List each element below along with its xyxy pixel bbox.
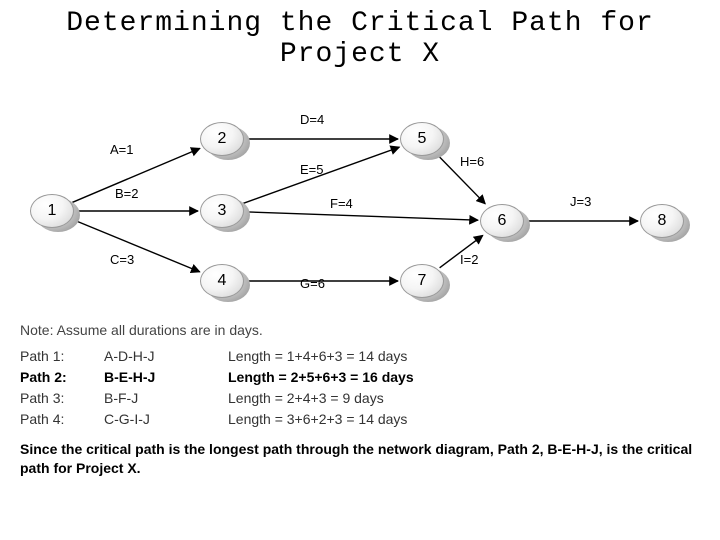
path-name: Path 2: [20, 367, 80, 388]
path-route: C-G-I-J [104, 409, 204, 430]
edge-label-C: C=3 [110, 252, 134, 267]
node-3: 3 [200, 194, 248, 232]
title-line-2: Project X [0, 39, 720, 70]
path-row-3: Path 3: B-F-J Length = 2+4+3 = 9 days [20, 388, 700, 409]
edge-label-G: G=6 [300, 276, 325, 291]
node-6: 6 [480, 204, 528, 242]
node-4: 4 [200, 264, 248, 302]
path-route: A-D-H-J [104, 346, 204, 367]
title-line-1: Determining the Critical Path for [0, 8, 720, 39]
path-route: B-E-H-J [104, 367, 204, 388]
path-name: Path 3: [20, 388, 80, 409]
note-row: Note: Assume all durations are in days. [0, 314, 720, 338]
conclusion-text: Since the critical path is the longest p… [0, 430, 720, 478]
network-diagram: 1 2 3 4 5 67 8 A=1 B=2 C=3 D=4 E=5 F=4 G=6 H=6 I=2 J=3 [0, 84, 720, 314]
path-row-1: Path 1: A-D-H-J Length = 1+4+6+3 = 14 days [20, 346, 700, 367]
edge-label-H: H=6 [460, 154, 484, 169]
edge-label-D: D=4 [300, 112, 324, 127]
path-length: Length = 3+6+2+3 = 14 days [228, 409, 700, 430]
edge-label-B: B=2 [115, 186, 139, 201]
path-table: Path 1: A-D-H-J Length = 1+4+6+3 = 14 days… [0, 340, 720, 430]
edge-label-A: A=1 [110, 142, 134, 157]
path-route: B-F-J [104, 388, 204, 409]
path-length: Length = 2+5+6+3 = 16 days [228, 367, 700, 388]
node-1: 1 [30, 194, 78, 232]
edge-label-F: F=4 [330, 196, 353, 211]
node-2: 2 [200, 122, 248, 160]
edges-layer [0, 84, 720, 314]
edge-3-6 [244, 212, 478, 220]
edge-label-E: E=5 [300, 162, 324, 177]
path-row-4: Path 4: C-G-I-J Length = 3+6+2+3 = 14 days [20, 409, 700, 430]
note-text: Note: Assume all durations are in days. [20, 322, 700, 338]
path-name: Path 1: [20, 346, 80, 367]
edge-label-I: I=2 [460, 252, 478, 267]
path-row-2: Path 2: B-E-H-J Length = 2+5+6+3 = 16 days [20, 367, 700, 388]
node-7: 7 [400, 264, 448, 302]
path-length: Length = 2+4+3 = 9 days [228, 388, 700, 409]
edge-1-4 [72, 219, 199, 271]
node-5: 5 [400, 122, 448, 160]
path-name: Path 4: [20, 409, 80, 430]
edge-label-J: J=3 [570, 194, 591, 209]
page-title: Determining the Critical Path for Projec… [0, 0, 720, 74]
node-8: 8 [640, 204, 688, 242]
path-length: Length = 1+4+6+3 = 14 days [228, 346, 700, 367]
